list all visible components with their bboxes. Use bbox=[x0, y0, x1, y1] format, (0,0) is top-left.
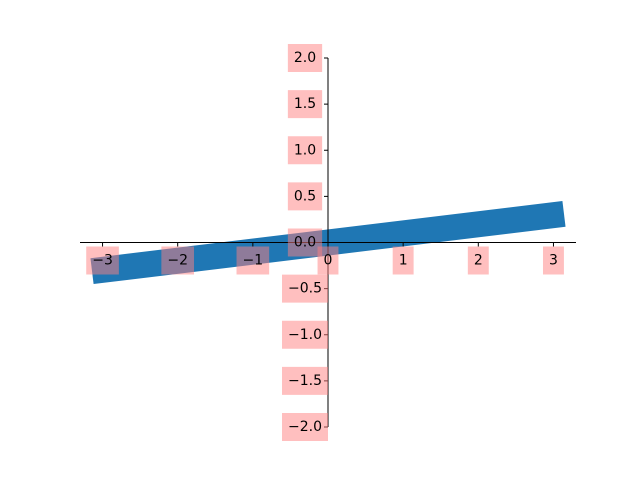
y-tick-label-text: 1.0 bbox=[294, 142, 316, 158]
y-tick-label-bg bbox=[287, 44, 323, 72]
y-tick-label-text: 0.0 bbox=[294, 235, 316, 251]
y-tick-label-text: 2.0 bbox=[294, 50, 316, 66]
x-tick-label-bg bbox=[317, 246, 339, 275]
y-tick-label: 1.0 bbox=[287, 136, 323, 165]
x-tick-label-bg bbox=[161, 246, 195, 275]
x-tick-label-bg bbox=[467, 246, 489, 275]
y-tick-label: −2.0 bbox=[282, 413, 328, 441]
y-tick-label-text: −1.0 bbox=[288, 327, 322, 343]
x-tick-label: −3 bbox=[86, 246, 119, 275]
y-tick-label-bg bbox=[282, 320, 328, 349]
x-tick-label-text: −1 bbox=[243, 253, 264, 269]
x-tick-label-text: 3 bbox=[549, 253, 558, 269]
y-tick-label: −0.5 bbox=[282, 274, 328, 303]
x-tick-label: 0 bbox=[317, 246, 339, 275]
x-tick-label-bg bbox=[392, 246, 414, 275]
x-tick-label-bg bbox=[236, 246, 270, 275]
x-tick-label: 2 bbox=[467, 246, 489, 275]
y-tick-label: 2.0 bbox=[287, 44, 323, 72]
y-tick-label: −1.5 bbox=[282, 366, 328, 395]
x-tick-label: −2 bbox=[161, 246, 195, 275]
x-tick-label-text: −3 bbox=[92, 253, 113, 269]
y-tick-label-text: −2.0 bbox=[288, 419, 322, 435]
x-tick-label: −1 bbox=[236, 246, 270, 275]
y-tick-label-bg bbox=[287, 136, 323, 165]
x-tick-label-bg bbox=[542, 246, 564, 275]
y-tick-label-text: −0.5 bbox=[288, 281, 322, 297]
y-tick-label-bg bbox=[287, 228, 323, 257]
x-tick-label-text: 0 bbox=[324, 253, 333, 269]
y-tick-label-bg bbox=[287, 90, 323, 119]
x-tick-label-text: 1 bbox=[399, 253, 408, 269]
y-tick-label: 1.5 bbox=[287, 90, 323, 119]
y-tick-label: 0.0 bbox=[287, 228, 323, 257]
y-tick-label-bg bbox=[287, 182, 323, 211]
x-tick-label-text: 2 bbox=[474, 253, 483, 269]
y-tick-label-text: 0.5 bbox=[294, 188, 316, 204]
y-tick-label-text: 1.5 bbox=[294, 96, 316, 112]
x-tick-label: 3 bbox=[542, 246, 564, 275]
y-tick-label-text: −1.5 bbox=[288, 373, 322, 389]
y-tick-label: −1.0 bbox=[282, 320, 328, 349]
x-tick-label-bg bbox=[86, 246, 119, 275]
y-tick-label-bg bbox=[282, 366, 328, 395]
x-tick-label: 1 bbox=[392, 246, 414, 275]
y-tick-label: 0.5 bbox=[287, 182, 323, 211]
x-tick-label-text: −2 bbox=[167, 253, 188, 269]
labels-layer: −3 −2 −1 0 1 2 3 2.0 1.5 1.0 0.5 0.0 −0.5 −1.0 −1.5 −2.… bbox=[86, 44, 564, 441]
y-tick-label-bg bbox=[282, 274, 328, 303]
y-tick-label-bg bbox=[282, 413, 328, 441]
